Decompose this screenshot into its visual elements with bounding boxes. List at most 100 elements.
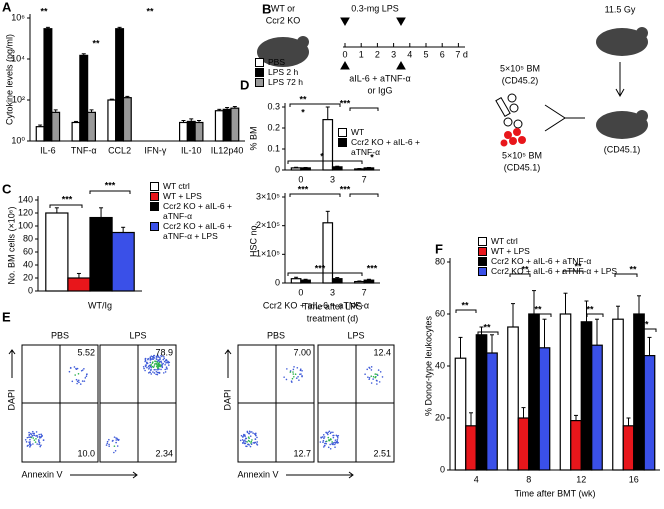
event-dot <box>75 367 77 370</box>
event-dot <box>151 362 154 364</box>
event-dot <box>250 440 253 443</box>
event-dot <box>156 354 159 357</box>
axis-arrow <box>70 471 138 479</box>
bar <box>71 121 81 142</box>
axis-arrow <box>224 349 232 378</box>
event-dot <box>28 436 30 439</box>
event-dot <box>376 380 378 382</box>
legend-swatch <box>255 58 264 67</box>
event-dot <box>143 367 145 370</box>
event-dot <box>334 441 336 444</box>
bar <box>643 355 656 471</box>
event-dot <box>325 431 327 434</box>
event-dot <box>157 362 159 365</box>
event-dot <box>367 376 369 378</box>
event-dot <box>76 380 79 383</box>
event-dot <box>153 363 156 365</box>
event-dot <box>162 358 165 361</box>
event-dot <box>296 366 299 369</box>
event-dot <box>251 439 253 441</box>
axis-arrow <box>8 349 16 378</box>
event-dot <box>108 445 110 448</box>
bracket <box>49 204 83 208</box>
timeline-label: 0 <box>342 49 347 59</box>
event-dot <box>329 447 332 450</box>
x-tick-label: IL-6 <box>40 145 56 155</box>
event-dot <box>249 435 252 437</box>
event-dot <box>158 365 161 367</box>
y-axis-label: HSC no. <box>248 223 258 257</box>
legend-item: WT <box>338 127 438 137</box>
legend-label: WT + LPS <box>163 191 202 201</box>
event-dot <box>242 441 245 443</box>
event-dot <box>376 383 378 385</box>
annotation: ** <box>629 264 637 274</box>
x-tick-label: 0 <box>298 287 303 297</box>
event-dot <box>165 362 167 364</box>
y-tick-label: 10⁴ <box>11 53 25 63</box>
bar <box>300 167 311 171</box>
event-dot <box>36 436 39 438</box>
y-tick-label: 0 <box>28 285 33 295</box>
annotation: *** <box>298 184 309 194</box>
donor-label: 5×10⁵ BM <box>500 63 540 73</box>
y-axis-label: Cytokine levels (pg/ml) <box>4 34 14 125</box>
annotation: ** <box>146 6 154 16</box>
legend-box: WT ctrl WT + LPS Ccr2 KO + aIL-6 + aTNF-α C… <box>150 181 248 241</box>
event-dot <box>153 354 155 357</box>
event-dot <box>337 437 339 439</box>
event-dot <box>336 439 339 441</box>
bar <box>580 321 593 471</box>
x-tick-label: 12 <box>576 474 586 484</box>
event-dot <box>108 438 110 441</box>
event-dot <box>157 365 160 368</box>
legend-swatch <box>478 237 487 246</box>
event-dot <box>42 439 45 441</box>
event-dot <box>332 442 335 444</box>
x-tick-label: 3 <box>330 287 335 297</box>
x-tick-label: 7 <box>362 174 367 184</box>
bracket <box>349 107 379 111</box>
treatment-label: or IgG <box>367 85 392 95</box>
event-dot <box>77 379 80 382</box>
legend-box: PBS LPS 2 h LPS 72 h <box>255 57 325 87</box>
event-dot <box>324 442 326 445</box>
event-dot <box>158 371 161 374</box>
recipient-label: (CD45.1) <box>604 144 641 154</box>
event-dot <box>283 376 285 378</box>
event-dot <box>40 433 42 436</box>
annotation: *** <box>367 263 378 273</box>
bar <box>633 313 645 471</box>
event-dot <box>79 383 82 385</box>
event-dot <box>254 441 257 444</box>
event-dot <box>150 368 152 371</box>
event-dot <box>30 433 33 436</box>
event-dot <box>40 444 42 447</box>
event-dot <box>327 436 330 439</box>
event-dot <box>370 382 373 384</box>
quadrant-value: 78.9 <box>155 347 173 357</box>
event-dot <box>150 373 153 375</box>
event-dot <box>374 373 377 375</box>
annotation: ** <box>461 300 469 310</box>
event-dot <box>252 432 254 434</box>
event-dot <box>28 441 31 444</box>
event-dot <box>142 365 145 368</box>
bar <box>107 99 117 142</box>
event-dot <box>113 436 116 438</box>
bar <box>111 231 135 292</box>
y-tick-label: 0 <box>440 464 445 474</box>
event-dot <box>154 360 156 362</box>
event-dot <box>326 432 329 435</box>
event-dot <box>115 441 117 444</box>
event-dot <box>32 437 35 439</box>
event-dot <box>256 444 259 446</box>
event-dot <box>81 380 84 382</box>
timeline-label: 3 <box>391 49 396 59</box>
event-dot <box>115 439 118 441</box>
event-dot <box>368 378 370 381</box>
y-tick-label: 100 <box>18 220 33 230</box>
event-dot <box>164 363 166 366</box>
event-dot <box>83 367 85 370</box>
